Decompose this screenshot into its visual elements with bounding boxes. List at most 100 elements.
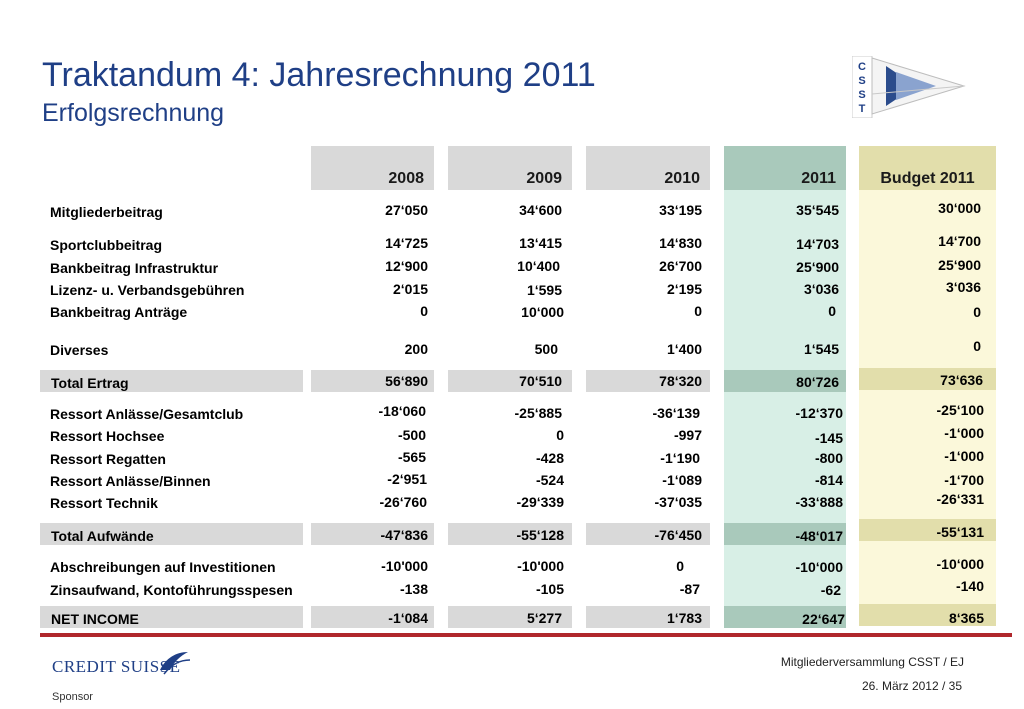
date-page-label: 26. März 2012 / 35 [861, 679, 962, 693]
total-aufwaende-bar-2010 [586, 523, 710, 545]
cell-diverses-2008: 200 [404, 341, 428, 357]
cell-ressort-anlaesse-gesamt-2010: -36‘139 [652, 405, 700, 421]
cell-abschreibungen-2010: 0 [676, 558, 684, 574]
brand-name: CREDIT SUISSE [52, 657, 181, 676]
cell-sportclubbeitrag-2010: 14‘830 [659, 235, 702, 251]
total-aufwaende-bar-2011 [724, 523, 846, 545]
footer-rule [40, 633, 1012, 637]
total-aufwaende-bar-label [40, 523, 303, 545]
net-income-bar-label [40, 606, 303, 628]
cell-zinsaufwand-2010: -87 [679, 581, 700, 597]
cell-ressort-anlaesse-binnen-2008: -2‘951 [387, 471, 427, 487]
cell-ressort-anlaesse-gesamt-2008: -18‘060 [378, 403, 426, 419]
row-label-ressort-anlaesse-gesamt: Ressort Anlässe/Gesamtclub [50, 406, 244, 422]
cell-abschreibungen-2008: -10'000 [381, 558, 428, 574]
cell-ressort-regatten-2008: -565 [397, 449, 426, 465]
cell-net-income-2011: 22‘647 [802, 611, 845, 627]
row-label-total-ertrag: Total Ertrag [51, 375, 129, 391]
cell-mitgliederbeitrag-2008: 27‘050 [385, 202, 428, 218]
cell-bankbeitrag-antraege-2011: 0 [828, 303, 836, 319]
logo-letter-t: T [859, 103, 866, 115]
cell-total-aufwaende-budget: -55‘131 [936, 524, 984, 540]
cell-lizenz-2010: 2‘195 [666, 281, 702, 297]
cell-bankbeitrag-antraege-budget: 0 [973, 304, 981, 320]
col-header-2008: 2008 [311, 146, 434, 190]
cell-total-aufwaende-2008: -47‘836 [380, 527, 428, 543]
cell-ressort-technik-2008: -26‘760 [379, 494, 427, 510]
cell-ressort-hochsee-budget: -1‘000 [944, 425, 984, 441]
credit-suisse-logo: CREDIT SUISSE [52, 652, 191, 676]
cell-diverses-2009: 500 [534, 341, 558, 357]
cell-diverses-budget: 0 [973, 338, 981, 354]
row-label-diverses: Diverses [50, 342, 109, 358]
cell-total-ertrag-2011: 80‘726 [796, 374, 839, 390]
cell-bankbeitrag-infra-2008: 12‘900 [385, 258, 428, 274]
cell-zinsaufwand-2011: -62 [820, 582, 841, 598]
csst-logo: C S S T [852, 56, 966, 118]
cell-total-ertrag-budget: 73‘636 [940, 372, 983, 388]
total-aufwaende-bar-budget [859, 519, 996, 541]
cell-ressort-regatten-2010: -1‘190 [660, 450, 700, 466]
cell-total-ertrag-2008: 56‘890 [385, 373, 428, 389]
cell-ressort-hochsee-2008: -500 [397, 427, 426, 443]
total-ertrag-bar-2009 [448, 370, 572, 392]
cell-ressort-anlaesse-gesamt-budget: -25‘100 [936, 402, 984, 418]
cell-bankbeitrag-infra-2011: 25‘900 [796, 259, 839, 275]
cell-bankbeitrag-antraege-2009: 10‘000 [521, 304, 564, 320]
cell-zinsaufwand-budget: -140 [955, 578, 984, 594]
row-label-bankbeitrag-infrastruktur: Bankbeitrag Infrastruktur [50, 260, 219, 276]
cell-net-income-budget: 8‘365 [948, 610, 984, 626]
col-header-budget: Budget 2011 [859, 146, 996, 190]
cell-ressort-anlaesse-binnen-2011: -814 [814, 472, 843, 488]
sponsor-label: Sponsor [52, 691, 93, 703]
cell-lizenz-2008: 2‘015 [392, 281, 428, 297]
row-label-mitgliederbeitrag: Mitgliederbeitrag [50, 204, 163, 220]
cell-net-income-2009: 5‘277 [526, 610, 562, 626]
row-label-sportclubbeitrag: Sportclubbeitrag [50, 237, 163, 253]
row-label-ressort-regatten: Ressort Regatten [50, 451, 166, 467]
net-income-bar-2009 [448, 606, 572, 628]
row-label-abschreibungen: Abschreibungen auf Investitionen [50, 559, 276, 575]
net-income-bar-2011 [724, 606, 846, 628]
cell-total-aufwaende-2011: -48‘017 [795, 528, 843, 544]
cell-abschreibungen-budget: -10‘000 [936, 556, 984, 572]
cell-lizenz-2011: 3‘036 [803, 281, 839, 297]
cell-sportclubbeitrag-2008: 14‘725 [385, 235, 428, 251]
cell-net-income-2008: -1‘084 [388, 610, 428, 626]
cell-ressort-technik-2011: -33‘888 [795, 494, 843, 510]
cell-mitgliederbeitrag-2011: 35‘545 [796, 202, 839, 218]
cell-sportclubbeitrag-budget: 14‘700 [938, 233, 981, 249]
total-ertrag-bar-2011 [724, 370, 846, 392]
cell-diverses-2010: 1‘400 [666, 341, 702, 357]
cell-bankbeitrag-antraege-2008: 0 [420, 303, 428, 319]
cell-lizenz-budget: 3‘036 [945, 279, 981, 295]
cell-ressort-hochsee-2009: 0 [556, 427, 564, 443]
cell-ressort-anlaesse-gesamt-2009: -25‘885 [514, 405, 562, 421]
logo-letter-s2: S [858, 89, 865, 101]
total-ertrag-bar-2010 [586, 370, 710, 392]
col-header-2011: 2011 [724, 146, 846, 190]
row-label-ressort-anlaesse-binnen: Ressort Anlässe/Binnen [50, 473, 211, 489]
cell-ressort-technik-2009: -29‘339 [516, 494, 564, 510]
cell-abschreibungen-2009: -10'000 [517, 558, 564, 574]
total-aufwaende-bar-2008 [311, 523, 434, 545]
row-label-zinsaufwand: Zinsaufwand, Kontoführungsspesen [50, 582, 293, 598]
cell-abschreibungen-2011: -10‘000 [795, 559, 843, 575]
total-ertrag-bar-label [40, 370, 303, 392]
cell-ressort-anlaesse-binnen-2010: -1‘089 [662, 472, 702, 488]
cell-sportclubbeitrag-2011: 14‘703 [796, 236, 839, 252]
cell-ressort-regatten-2009: -428 [535, 450, 564, 466]
total-ertrag-bar-budget [859, 368, 996, 390]
total-aufwaende-bar-2009 [448, 523, 572, 545]
cell-zinsaufwand-2009: -105 [535, 581, 564, 597]
cell-diverses-2011: 1‘545 [803, 341, 839, 357]
cell-net-income-2010: 1‘783 [666, 610, 702, 626]
row-label-ressort-hochsee: Ressort Hochsee [50, 428, 165, 444]
cell-ressort-anlaesse-binnen-2009: -524 [535, 472, 564, 488]
logo-letter-c: C [858, 61, 866, 73]
cell-ressort-anlaesse-binnen-budget: -1‘700 [944, 472, 984, 488]
col-header-2010: 2010 [586, 146, 710, 190]
col-header-2009: 2009 [448, 146, 572, 190]
cell-bankbeitrag-infra-budget: 25‘900 [938, 257, 981, 273]
cell-total-ertrag-2009: 70‘510 [519, 373, 562, 389]
